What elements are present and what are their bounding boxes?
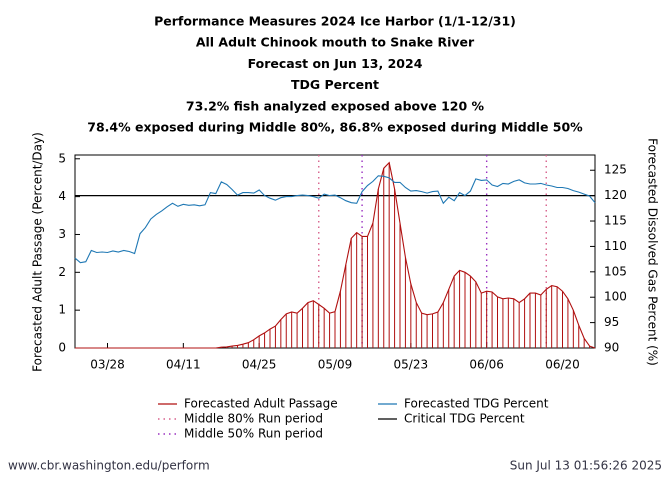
footer-date: Sun Jul 13 01:56:26 2025 [510,459,662,473]
x-tick-label: 06/20 [545,358,580,372]
x-tick-label: 05/23 [394,358,429,372]
x-tick-label: 03/28 [90,358,125,372]
x-tick-label: 06/06 [469,358,504,372]
x-tick-label: 04/11 [166,358,201,372]
legend-label: Middle 80% Run period [184,412,323,426]
x-tick-label: 05/09 [318,358,353,372]
legend-label: Critical TDG Percent [404,412,525,426]
legend-label: Forecasted Adult Passage [184,397,338,411]
y2-tick-label: 110 [604,239,627,253]
series-line [74,175,596,264]
legend-label: Middle 50% Run period [184,427,323,441]
y2-tick-label: 100 [604,290,627,304]
chart-title: Forecast on Jun 13, 2024 [248,56,423,71]
y2-tick-label: 115 [604,214,627,228]
series-line [75,161,596,349]
legend-label: Forecasted TDG Percent [404,397,549,411]
y2-axis-label: Forecasted Dissolved Gas Percent (%) [646,138,660,366]
y-tick-label: 3 [58,227,66,241]
chart-title: 78.4% exposed during Middle 80%, 86.8% e… [87,120,583,135]
y-tick-label: 5 [58,151,66,165]
y-tick-label: 2 [58,265,66,279]
y-tick-label: 4 [58,189,66,203]
y2-tick-label: 95 [604,315,619,329]
y-axis-label: Forecasted Adult Passage (Percent/Day) [31,132,45,372]
y2-tick-label: 105 [604,264,627,278]
y-tick-label: 1 [58,303,66,317]
chart-title: All Adult Chinook mouth to Snake River [196,35,475,50]
x-tick-label: 04/25 [242,358,277,372]
y2-tick-label: 125 [604,163,627,177]
chart-title: TDG Percent [291,77,379,92]
chart-title: Performance Measures 2024 Ice Harbor (1/… [154,14,516,29]
y-tick-label: 0 [58,341,66,355]
y2-tick-label: 90 [604,341,619,355]
footer-url: www.cbr.washington.edu/perform [8,459,210,473]
chart-title: 73.2% fish analyzed exposed above 120 % [186,98,485,113]
y2-tick-label: 120 [604,188,627,202]
